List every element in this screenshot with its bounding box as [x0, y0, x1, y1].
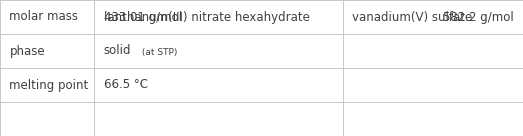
Text: phase: phase: [9, 44, 45, 58]
Text: melting point: melting point: [9, 78, 89, 92]
Text: vanadium(V) sulfate: vanadium(V) sulfate: [352, 10, 472, 24]
Text: molar mass: molar mass: [9, 10, 78, 24]
Text: (at STP): (at STP): [139, 48, 177, 57]
Text: solid: solid: [104, 44, 131, 58]
Text: 582.2 g/mol: 582.2 g/mol: [443, 10, 514, 24]
Text: 66.5 °C: 66.5 °C: [104, 78, 147, 92]
Text: lanthanum(III) nitrate hexahydrate: lanthanum(III) nitrate hexahydrate: [104, 10, 310, 24]
Text: 433.01 g/mol: 433.01 g/mol: [104, 10, 181, 24]
